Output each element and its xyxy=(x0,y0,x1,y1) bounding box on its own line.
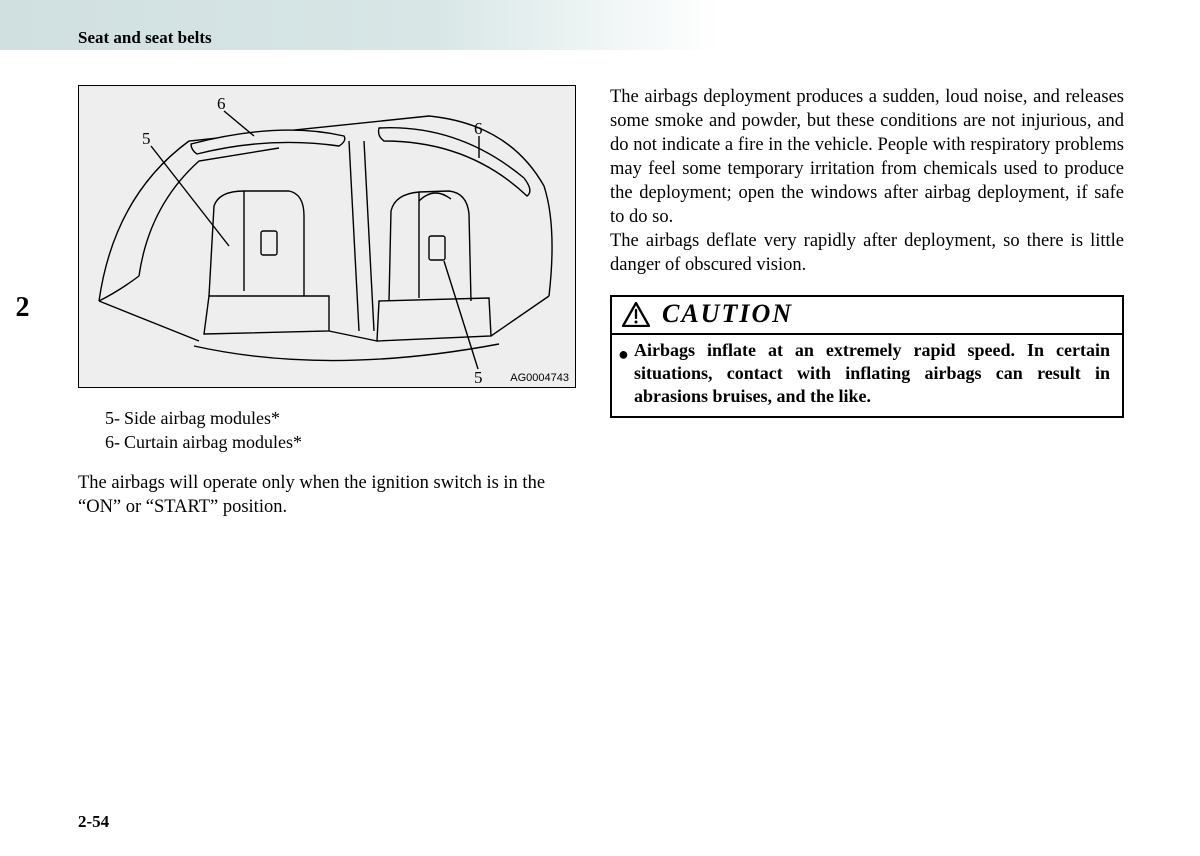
legend-text: Curtain airbag modules* xyxy=(124,430,302,454)
bullet-icon: ● xyxy=(618,343,629,366)
page-number: 2-54 xyxy=(78,812,109,832)
right-column: The airbags deployment produces a sudden… xyxy=(610,85,1124,418)
operating-condition-note: The airbags will operate only when the i… xyxy=(78,471,576,520)
callout-5-front: 5 xyxy=(474,368,483,386)
legend-num: 6- xyxy=(96,430,120,454)
callout-5-rear: 5 xyxy=(142,129,151,148)
legend-text: Side airbag modules* xyxy=(124,406,280,430)
legend-row: 6- Curtain airbag modules* xyxy=(96,430,576,454)
caution-title: CAUTION xyxy=(662,299,793,329)
figure-code: AG0004743 xyxy=(510,372,569,384)
airbag-diagram-svg: 5 6 6 5 xyxy=(79,86,575,386)
deflation-paragraph: The airbags deflate very rapidly after d… xyxy=(610,229,1124,277)
legend-row: 5- Side airbag modules* xyxy=(96,406,576,430)
caution-header: CAUTION xyxy=(612,297,1122,335)
callout-6-front: 6 xyxy=(474,119,483,138)
legend-num: 5- xyxy=(96,406,120,430)
figure-legend: 5- Side airbag modules* 6- Curtain airba… xyxy=(96,406,576,455)
callout-6-rear: 6 xyxy=(217,94,226,113)
caution-text: Airbags inflate at an extremely rapid sp… xyxy=(634,340,1110,406)
caution-body: ● Airbags inflate at an extremely rapid … xyxy=(612,335,1122,416)
section-title: Seat and seat belts xyxy=(78,28,212,48)
left-column: 5 6 6 5 AG0004743 5- Side airbag modules… xyxy=(78,85,576,519)
chapter-tab: 2 xyxy=(0,280,45,336)
airbag-diagram: 5 6 6 5 AG0004743 xyxy=(78,85,576,388)
deployment-paragraph: The airbags deployment produces a sudden… xyxy=(610,85,1124,229)
caution-box: CAUTION ● Airbags inflate at an extremel… xyxy=(610,295,1124,418)
warning-triangle-icon xyxy=(622,302,650,327)
